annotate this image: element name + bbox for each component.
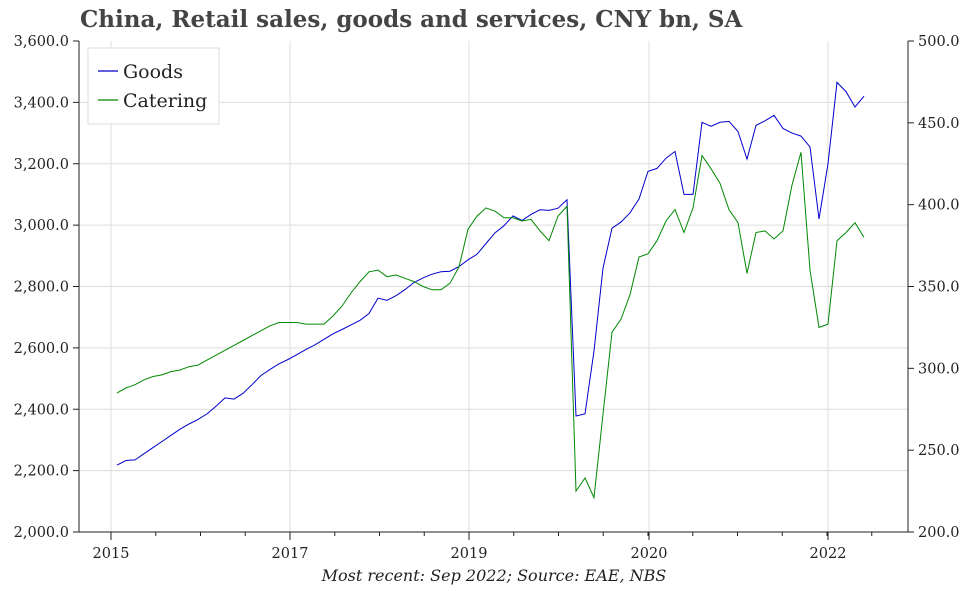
left-axis-tick-label: 3,600.0: [14, 34, 69, 50]
x-axis-tick-label: 2022: [810, 546, 847, 562]
left-axis-tick-label: 2,600.0: [14, 341, 69, 357]
left-axis-tick-label: 3,200.0: [14, 157, 69, 173]
x-axis-tick-label: 2015: [93, 546, 130, 562]
left-axis-tick-label: 2,400.0: [14, 402, 69, 418]
left-axis-tick-label: 3,400.0: [14, 95, 69, 111]
legend: Goods Catering: [87, 47, 220, 125]
right-axis-tick-label: 450.0: [918, 116, 960, 132]
legend-label-goods: Goods: [123, 61, 183, 83]
series-line-goods: [116, 81, 865, 466]
source-note: Most recent: Sep 2022; Source: EAE, NBS: [321, 566, 667, 585]
legend-label-catering: Catering: [123, 90, 207, 112]
left-axis-tick-label: 2,000.0: [14, 525, 69, 541]
x-axis-tick-label: 2017: [272, 546, 309, 562]
axes: [73, 40, 914, 540]
right-axis-tick-label: 200.0: [918, 525, 960, 541]
series-line-catering: [116, 152, 865, 500]
x-axis-tick-label: 2019: [451, 546, 488, 562]
chart-title: China, Retail sales, goods and services,…: [80, 6, 743, 33]
right-axis-tick-label: 500.0: [918, 34, 960, 50]
left-axis-tick-label: 2,200.0: [14, 464, 69, 480]
right-axis-tick-label: 250.0: [918, 443, 960, 459]
tick-labels: 2,000.0 2,200.0 2,400.0 2,600.0 2,800.0 3,000…: [14, 34, 960, 562]
right-axis-tick-label: 300.0: [918, 361, 960, 377]
left-axis-tick-label: 3,000.0: [14, 218, 69, 234]
legend-box: [87, 47, 220, 125]
right-axis-tick-label: 350.0: [918, 280, 960, 296]
left-axis-tick-label: 2,800.0: [14, 280, 69, 296]
right-axis-tick-label: 400.0: [918, 198, 960, 214]
x-axis-tick-label: 2020: [631, 546, 668, 562]
series-lines: [116, 81, 865, 500]
